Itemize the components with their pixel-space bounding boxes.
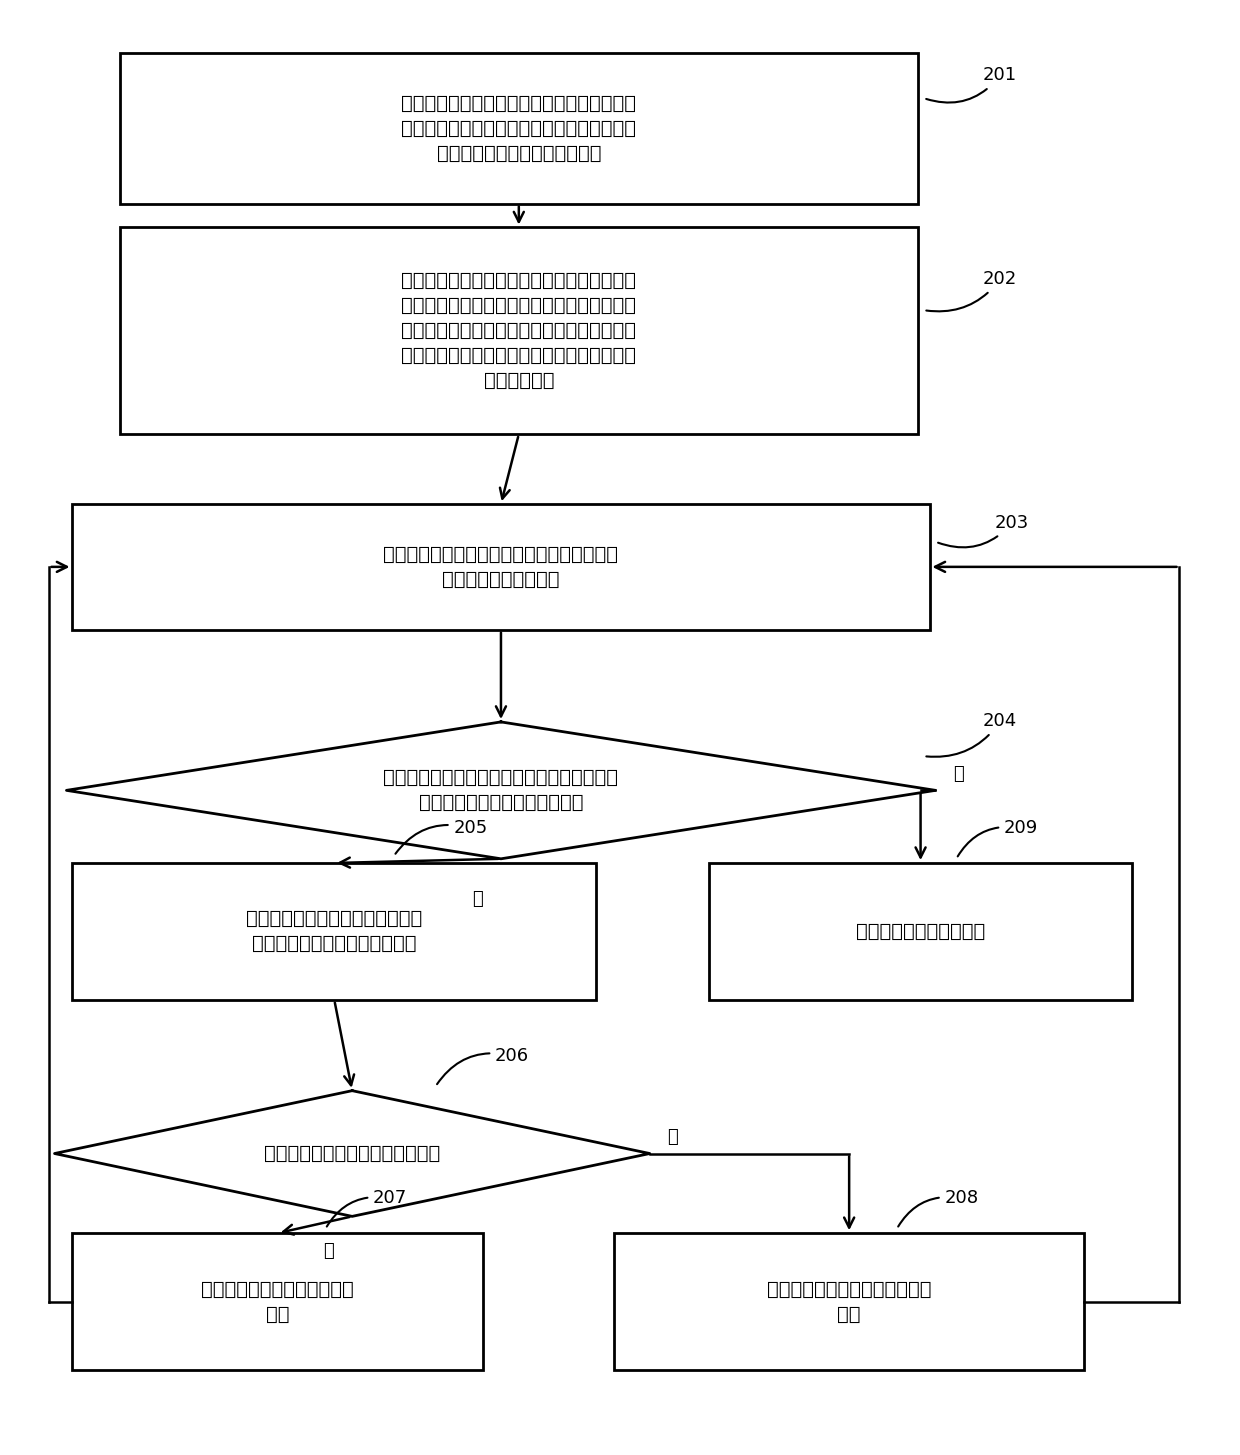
Text: 204: 204 [926, 711, 1017, 757]
Text: 控制节流元件以更新后开度进行
节流: 控制节流元件以更新后开度进行 节流 [766, 1279, 931, 1324]
Polygon shape [67, 722, 935, 858]
Bar [709, 863, 1132, 1000]
Text: 208: 208 [898, 1189, 978, 1227]
Text: 在第一预设时长后，获取回水温度或出水温度
与冷媒液管温度的差值: 在第一预设时长后，获取回水温度或出水温度 与冷媒液管温度的差值 [383, 544, 619, 589]
Text: 获取地暖用水模块的回水温度或出水温度与地
暖用水模块的冷媒液管温度的差值，以及地暖
用水模块的节流元件的关闭时长: 获取地暖用水模块的回水温度或出水温度与地 暖用水模块的冷媒液管温度的差值，以及地… [402, 93, 636, 163]
Text: 是: 是 [322, 1241, 334, 1260]
Text: 209: 209 [957, 819, 1038, 857]
Text: 203: 203 [939, 514, 1029, 547]
Bar [72, 863, 596, 1000]
Text: 207: 207 [327, 1189, 407, 1227]
Text: 判断回水温度或出水温度与冷媒液管温度的差
值是否大于或等于第一预设阈值: 判断回水温度或出水温度与冷媒液管温度的差 值是否大于或等于第一预设阈值 [383, 768, 619, 812]
Bar [72, 503, 930, 630]
Text: 202: 202 [926, 271, 1017, 311]
Text: 否: 否 [667, 1128, 678, 1145]
Text: 判断更新后开度是否大于开度阈值: 判断更新后开度是否大于开度阈值 [264, 1144, 440, 1163]
Text: 控制节流元件和水泵关闭: 控制节流元件和水泵关闭 [856, 922, 986, 941]
Text: 否: 否 [954, 764, 963, 783]
Text: 205: 205 [396, 819, 487, 854]
Text: 获取预设开度与预设开度调整量的
和值，将该和值作为更新后开度: 获取预设开度与预设开度调整量的 和值，将该和值作为更新后开度 [247, 909, 423, 953]
Text: 是: 是 [471, 889, 482, 908]
Text: 206: 206 [436, 1046, 529, 1084]
Bar [120, 227, 918, 434]
Bar [72, 1234, 484, 1371]
Bar [120, 52, 918, 204]
Text: 控制节流元件以预设开度进行
节流: 控制节流元件以预设开度进行 节流 [201, 1279, 355, 1324]
Polygon shape [55, 1091, 650, 1216]
Text: 当回水温度或出水温度与冷媒液管温度的差值
大于或等于第一预设阈值，且节流元件的关闭
时长大于或等于第二预设阈值时，控制地暖用
水模块的水泵开启，同时控制节流元件: 当回水温度或出水温度与冷媒液管温度的差值 大于或等于第一预设阈值，且节流元件的关… [402, 271, 636, 390]
Bar [614, 1234, 1084, 1371]
Text: 201: 201 [926, 67, 1017, 103]
